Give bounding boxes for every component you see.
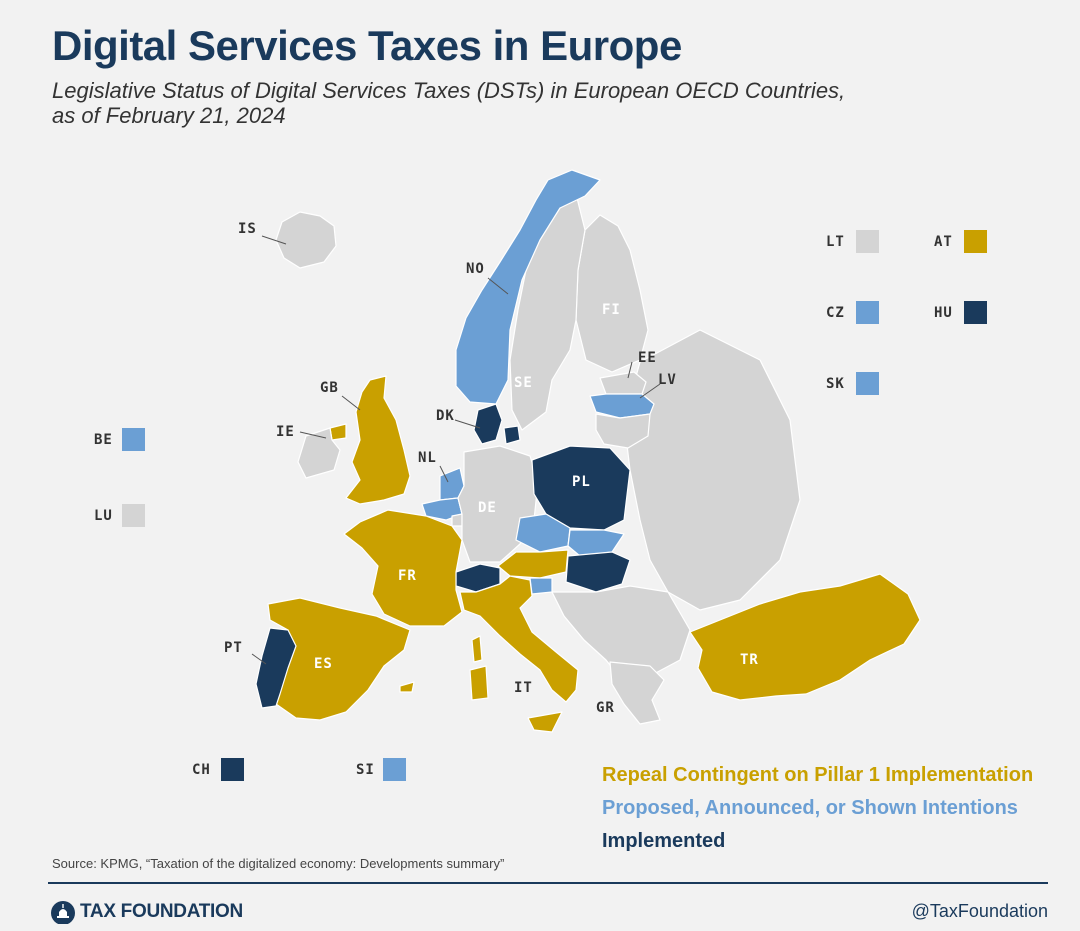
label-si: SI — [356, 762, 375, 778]
swatch-lt — [856, 230, 879, 253]
label-nl: NL — [418, 450, 437, 466]
country-pl[interactable] — [531, 445, 631, 531]
swatch-lu — [122, 504, 145, 527]
country-non-oecd-balkans — [551, 585, 691, 681]
footer-divider — [48, 882, 1048, 884]
swatch-si — [383, 758, 406, 781]
swatch-cz — [856, 301, 879, 324]
swatch-ch — [221, 758, 244, 781]
label-gr: GR — [596, 700, 615, 716]
label-se: SE — [514, 375, 533, 391]
label-lu: LU — [94, 508, 113, 524]
country-pt[interactable] — [255, 627, 297, 709]
country-non-oecd-east — [623, 329, 801, 611]
country-hu[interactable] — [565, 551, 631, 593]
country-is[interactable] — [275, 211, 337, 269]
country-lv[interactable] — [589, 393, 655, 419]
swatch-be — [122, 428, 145, 451]
label-at: AT — [934, 234, 953, 250]
page-title: Digital Services Taxes in Europe — [52, 22, 682, 69]
country-it-sicily[interactable] — [527, 711, 563, 733]
country-gr[interactable] — [609, 661, 665, 725]
country-dk[interactable] — [473, 403, 521, 445]
label-lt: LT — [826, 234, 845, 250]
label-tr: TR — [740, 652, 759, 668]
country-fr[interactable] — [343, 509, 463, 627]
country-lu[interactable] — [451, 513, 463, 527]
page-subtitle: Legislative Status of Digital Services T… — [52, 78, 952, 128]
country-ee[interactable] — [599, 371, 647, 395]
country-it[interactable] — [459, 575, 579, 703]
country-si[interactable] — [529, 577, 553, 595]
label-lv: LV — [658, 372, 677, 388]
label-sk: SK — [826, 376, 845, 392]
country-lt[interactable] — [595, 413, 651, 449]
country-gb[interactable] — [345, 375, 411, 505]
label-no: NO — [466, 261, 485, 277]
legend-repeal: Repeal Contingent on Pillar 1 Implementa… — [602, 764, 1034, 786]
source-note: Source: KPMG, “Taxation of the digitaliz… — [52, 856, 505, 871]
country-it-sardinia[interactable] — [469, 665, 489, 701]
swatch-sk — [856, 372, 879, 395]
country-fi[interactable] — [575, 214, 649, 373]
label-cz: CZ — [826, 305, 845, 321]
legend-implemented: Implemented — [602, 830, 726, 852]
label-pl: PL — [572, 474, 591, 490]
label-hu: HU — [934, 305, 953, 321]
label-dk: DK — [436, 408, 455, 424]
swatch-hu — [964, 301, 987, 324]
label-ie: IE — [276, 424, 295, 440]
label-ee: EE — [638, 350, 657, 366]
label-pt: PT — [224, 640, 243, 656]
label-is: IS — [238, 221, 257, 237]
country-sk[interactable] — [567, 529, 625, 557]
label-be: BE — [94, 432, 113, 448]
capitol-dome-icon — [51, 901, 75, 924]
subtitle-line-2: as of February 21, 2024 — [52, 103, 286, 128]
country-es-balearic[interactable] — [399, 681, 415, 693]
label-fr: FR — [398, 568, 417, 584]
tax-foundation-logo[interactable]: TAX FOUNDATION — [50, 900, 243, 924]
legend-proposed: Proposed, Announced, or Shown Intentions — [602, 797, 1018, 819]
label-ch: CH — [192, 762, 211, 778]
subtitle-line-1: Legislative Status of Digital Services T… — [52, 78, 846, 103]
country-se[interactable] — [509, 189, 586, 431]
label-fi: FI — [602, 302, 621, 318]
country-at[interactable] — [497, 549, 569, 579]
label-es: ES — [314, 656, 333, 672]
label-it: IT — [514, 680, 533, 696]
swatch-at — [964, 230, 987, 253]
country-ie[interactable] — [297, 427, 341, 479]
brand-name: TAX FOUNDATION — [80, 901, 243, 922]
label-gb: GB — [320, 380, 339, 396]
country-fr-corsica[interactable] — [471, 635, 483, 663]
country-gb-ni[interactable] — [329, 423, 347, 441]
twitter-handle[interactable]: @TaxFoundation — [911, 901, 1048, 921]
country-tr[interactable] — [689, 573, 921, 701]
label-de: DE — [478, 500, 497, 516]
